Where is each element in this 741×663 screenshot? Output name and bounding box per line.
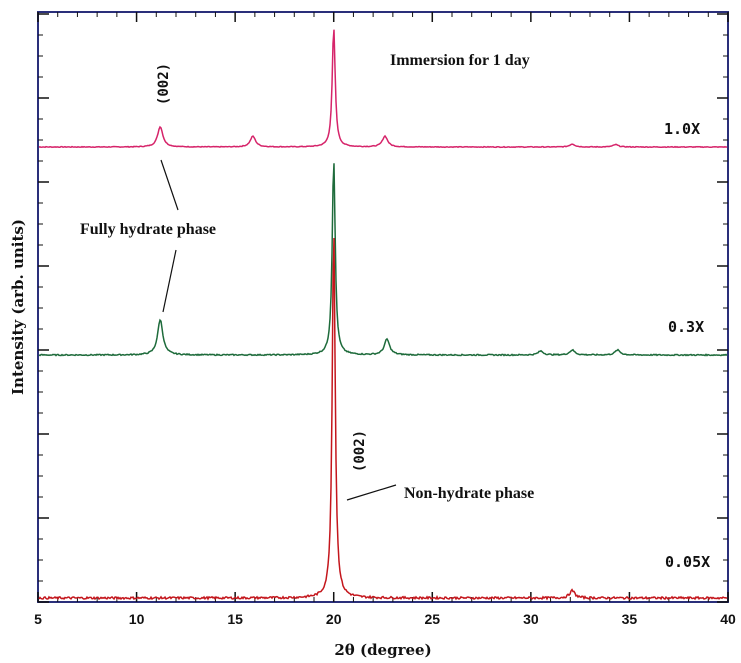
- x-tick-label: 40: [720, 611, 736, 627]
- non-hydrate-pointer: [346, 484, 397, 501]
- series-line-0: [38, 29, 728, 149]
- x-tick-label: 35: [622, 611, 638, 627]
- peak-002-label-bottom: (002): [352, 430, 368, 472]
- peak-002-label-top: (002): [156, 63, 172, 105]
- series-line-2: [38, 238, 728, 601]
- series-label-1: 0.3X: [668, 318, 704, 336]
- plot-frame: [37, 11, 729, 603]
- x-tick-label: 30: [523, 611, 539, 627]
- x-tick-label: 15: [227, 611, 243, 627]
- fully-hydrate-pointer-lower: [162, 249, 177, 313]
- x-tick-label: 25: [424, 611, 440, 627]
- series-label-0: 1.0X: [664, 120, 700, 138]
- fully-hydrate-annotation: Fully hydrate phase: [80, 221, 216, 238]
- series-line-1: [38, 163, 728, 357]
- fully-hydrate-pointer-upper: [160, 159, 179, 211]
- x-tick-label: 5: [34, 611, 42, 627]
- immersion-annotation: Immersion for 1 day: [390, 52, 530, 69]
- axis-ticks: 5 10 15 20 25 30 35 40: [34, 12, 736, 627]
- non-hydrate-annotation: Non-hydrate phase: [404, 485, 534, 502]
- series-label-2: 0.05X: [665, 553, 710, 571]
- y-axis-label: Intensity (arb. units): [9, 219, 27, 395]
- x-tick-label: 20: [326, 611, 342, 627]
- series-layer: 1.0X 0.3X 0.05X: [38, 29, 728, 601]
- x-tick-label: 10: [129, 611, 145, 627]
- x-axis-label: 2θ (degree): [334, 641, 431, 659]
